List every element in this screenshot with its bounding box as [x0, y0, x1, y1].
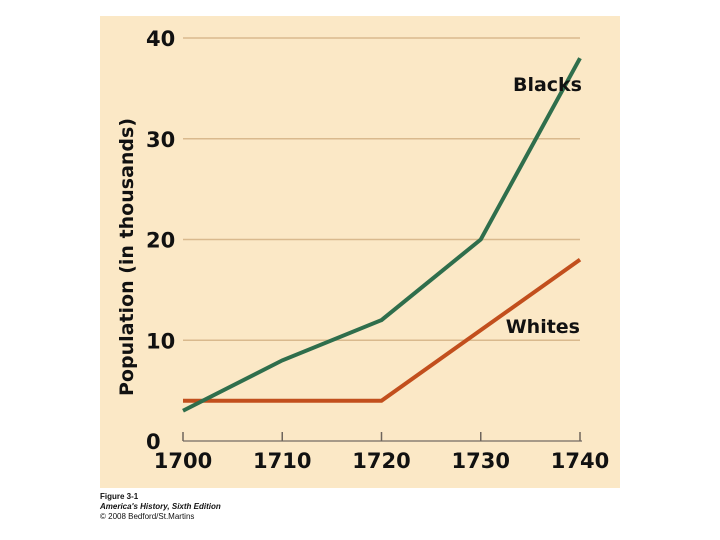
chart-panel: 0 10 20 30 40 1700 1710 1720 1730 1740 Population…: [100, 16, 620, 488]
population-line-chart: 0 10 20 30 40 1700 1710 1720 1730 1740 Population…: [100, 16, 620, 488]
copyright-text: © 2008 Bedford/St.Martins: [100, 512, 195, 521]
series-label-blacks: Blacks: [513, 74, 582, 96]
figure-number: Figure 3-1: [100, 492, 139, 501]
y-axis-title: Population (in thousands): [116, 118, 138, 396]
series-lines: [182, 57, 582, 413]
figure-caption: Figure 3-1 America's History, Sixth Edit…: [100, 492, 221, 522]
series-line-whites: [183, 258, 582, 403]
x-tick-label-1710: 1710: [253, 449, 311, 473]
axes: [182, 432, 582, 442]
y-tick-label-30: 30: [146, 128, 175, 152]
y-tick-label-20: 20: [146, 229, 175, 253]
series-label-whites: Whites: [506, 316, 580, 338]
y-tick-label-0: 0: [146, 430, 161, 454]
y-tick-label-10: 10: [146, 329, 175, 353]
book-title: America's History, Sixth Edition: [100, 502, 221, 511]
x-tick-label-1740: 1740: [551, 449, 609, 473]
series-line-blacks: [182, 57, 582, 413]
tick-labels: 0 10 20 30 40 1700 1710 1720 1730 1740: [146, 27, 609, 473]
x-tick-label-1730: 1730: [452, 449, 510, 473]
gridlines: [183, 37, 580, 342]
x-tick-label-1700: 1700: [154, 449, 212, 473]
y-tick-label-40: 40: [146, 27, 175, 51]
x-tick-label-1720: 1720: [352, 449, 410, 473]
